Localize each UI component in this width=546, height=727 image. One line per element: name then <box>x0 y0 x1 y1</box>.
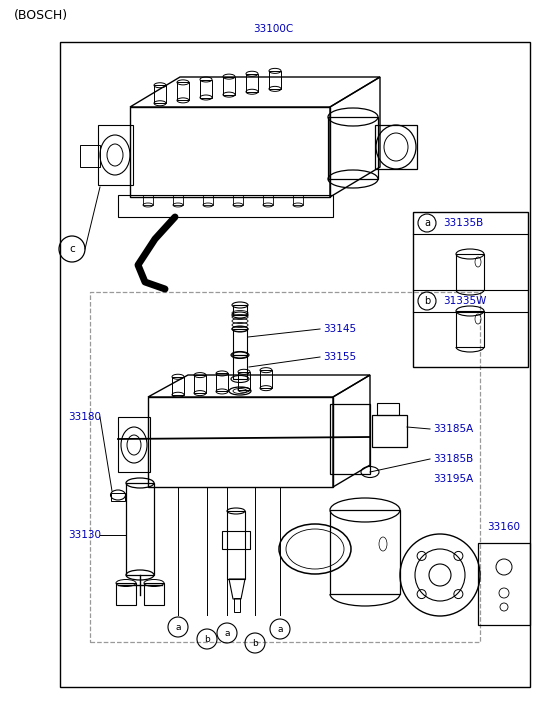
Bar <box>260 370 272 388</box>
Bar <box>80 145 100 167</box>
Text: 33155: 33155 <box>323 352 356 362</box>
Text: 33195A: 33195A <box>433 474 473 484</box>
Bar <box>233 195 243 205</box>
Text: 33135B: 33135B <box>443 218 483 228</box>
Text: (BOSCH): (BOSCH) <box>14 9 68 22</box>
Bar <box>375 125 417 169</box>
Text: 33100C: 33100C <box>253 24 293 34</box>
Bar <box>148 397 333 487</box>
Text: 33185B: 33185B <box>433 454 473 464</box>
Bar <box>216 374 228 391</box>
Bar <box>413 212 528 367</box>
Bar <box>372 415 407 447</box>
Bar <box>238 371 250 390</box>
Text: 33130: 33130 <box>68 530 101 540</box>
Text: 33185A: 33185A <box>433 424 473 434</box>
Bar <box>246 73 258 92</box>
Bar <box>223 76 235 95</box>
Bar <box>233 329 247 355</box>
Bar <box>234 598 240 612</box>
Text: a: a <box>277 624 283 633</box>
Text: b: b <box>204 635 210 643</box>
Text: b: b <box>252 638 258 648</box>
Bar <box>116 583 136 605</box>
Bar <box>233 305 247 315</box>
Text: a: a <box>175 622 181 632</box>
Bar <box>98 125 133 185</box>
Bar <box>111 493 125 501</box>
Bar <box>456 311 484 347</box>
Text: a: a <box>224 629 230 638</box>
Bar <box>118 417 150 472</box>
Bar <box>330 404 370 474</box>
Bar <box>478 543 530 625</box>
Bar <box>90 292 480 642</box>
Bar <box>144 583 164 605</box>
Bar <box>177 82 189 100</box>
Bar <box>60 42 530 687</box>
Bar <box>227 511 245 579</box>
Bar <box>200 79 212 97</box>
Bar <box>173 195 183 205</box>
Text: c: c <box>69 244 75 254</box>
Text: 33180: 33180 <box>68 412 101 422</box>
Bar <box>126 483 154 575</box>
Bar <box>269 71 281 89</box>
Bar <box>456 254 484 290</box>
Bar <box>194 375 206 393</box>
Bar <box>172 377 184 395</box>
Text: 33145: 33145 <box>323 324 356 334</box>
Bar <box>293 195 303 205</box>
Bar <box>143 195 153 205</box>
Bar <box>330 510 400 594</box>
Text: a: a <box>424 218 430 228</box>
Bar <box>130 107 330 197</box>
Bar <box>233 355 247 379</box>
Bar <box>263 195 273 205</box>
Text: 31335W: 31335W <box>443 296 486 306</box>
Text: b: b <box>424 296 430 306</box>
Bar <box>377 403 399 415</box>
Bar <box>118 195 333 217</box>
Bar <box>154 85 166 103</box>
Bar <box>328 117 378 179</box>
Bar <box>203 195 213 205</box>
Text: 33160: 33160 <box>487 522 520 532</box>
Bar <box>222 531 250 549</box>
